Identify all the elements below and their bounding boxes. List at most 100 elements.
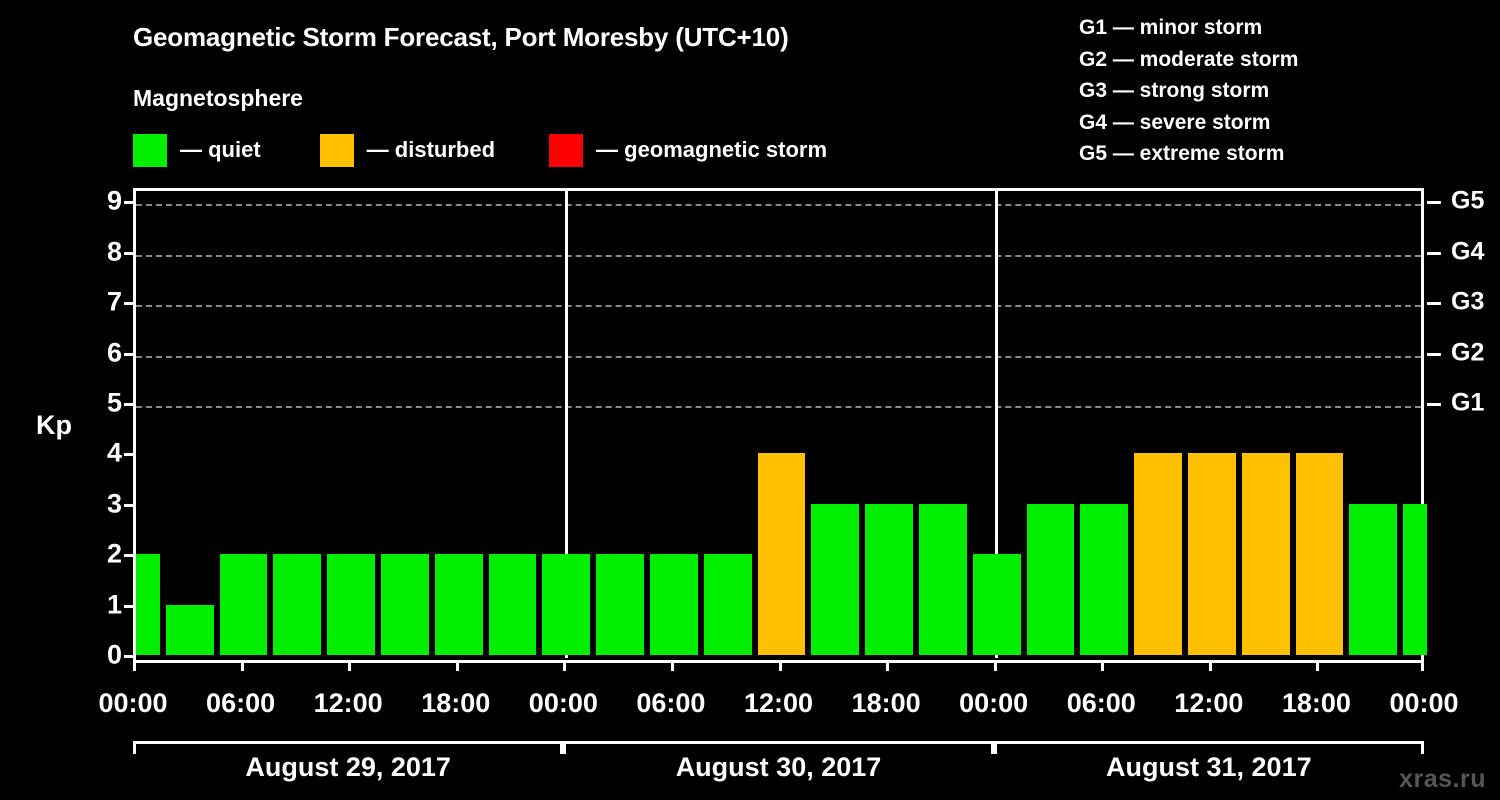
y-axis: 0 1 2 3 4 5 6 7 8 9 bbox=[50, 185, 136, 668]
gridline-kp-6 bbox=[136, 355, 1421, 358]
x-axis-ticks bbox=[133, 660, 1424, 672]
bar bbox=[703, 554, 752, 655]
x-tick-mark-10 bbox=[1208, 660, 1212, 671]
date-label-0: August 29, 2017 bbox=[245, 752, 451, 782]
date-label-2: August 31, 2017 bbox=[1106, 752, 1312, 782]
y-tick-mark-4 bbox=[124, 453, 136, 457]
legend: — quiet — disturbed — geomagnetic storm bbox=[133, 133, 827, 167]
g-tick-label-G2: G2 bbox=[1451, 338, 1485, 367]
x-tick-label-1: 06:00 bbox=[206, 688, 276, 718]
y-tick-mark-3 bbox=[124, 503, 136, 507]
bar bbox=[596, 554, 644, 655]
day-divider-2 bbox=[995, 191, 999, 658]
x-tick-label-4: 00:00 bbox=[528, 688, 598, 718]
legend-label-storm: — geomagnetic storm bbox=[596, 137, 828, 162]
gridline-kp-8 bbox=[136, 254, 1421, 257]
bar bbox=[434, 554, 483, 655]
g-tick-mark-G5 bbox=[1427, 201, 1441, 205]
y-tick-label-2: 2 bbox=[106, 538, 122, 569]
bar bbox=[757, 453, 806, 655]
date-brackets bbox=[133, 741, 1424, 755]
g-tick-label-G4: G4 bbox=[1451, 237, 1485, 266]
g-tick-label-G3: G3 bbox=[1451, 287, 1485, 316]
legend-heading: Magnetosphere bbox=[133, 85, 303, 111]
gridline-kp-9 bbox=[136, 204, 1421, 207]
plot-area bbox=[133, 188, 1427, 660]
y-tick-label-0: 0 bbox=[106, 639, 122, 670]
g-scale-row-4: G4 — severe storm bbox=[1079, 110, 1271, 134]
x-tick-mark-0 bbox=[133, 660, 136, 671]
bar bbox=[1080, 503, 1129, 655]
x-tick-label-6: 12:00 bbox=[743, 688, 814, 718]
y-tick-label-3: 3 bbox=[106, 488, 122, 519]
x-tick-label-10: 12:00 bbox=[1174, 688, 1244, 718]
bar bbox=[865, 503, 913, 655]
y-tick-label-8: 8 bbox=[106, 236, 122, 267]
page-title: Geomagnetic Storm Forecast, Port Moresby… bbox=[133, 22, 789, 52]
x-tick-label-11: 18:00 bbox=[1281, 688, 1351, 718]
g-tick-mark-G1 bbox=[1427, 403, 1441, 406]
y-tick-mark-0 bbox=[124, 655, 136, 658]
g-scale-row-1: G1 — minor storm bbox=[1079, 16, 1263, 39]
x-tick-mark-11 bbox=[1316, 660, 1320, 671]
bar bbox=[1403, 503, 1427, 655]
date-bracket-0 bbox=[133, 741, 564, 754]
bar bbox=[136, 554, 160, 655]
bar bbox=[1349, 503, 1398, 655]
bar bbox=[381, 554, 429, 655]
g-tick-mark-G3 bbox=[1427, 302, 1441, 306]
legend-swatch-quiet-icon bbox=[133, 133, 167, 167]
day-divider-1 bbox=[564, 191, 568, 658]
bar bbox=[918, 503, 967, 655]
legend-label-quiet: — quiet bbox=[180, 137, 261, 162]
y-tick-mark-9 bbox=[124, 201, 136, 205]
bar bbox=[1026, 503, 1075, 655]
x-tick-label-7: 18:00 bbox=[851, 688, 921, 718]
bar bbox=[1134, 453, 1182, 655]
legend-item-quiet: — quiet bbox=[133, 133, 261, 167]
y-tick-label-1: 1 bbox=[106, 589, 122, 620]
legend-label-disturbed: — disturbed bbox=[366, 137, 496, 162]
bar bbox=[811, 503, 860, 655]
date-labels: August 29, 2017 August 30, 2017 August 31,… bbox=[133, 752, 1424, 794]
date-label-1: August 30, 2017 bbox=[675, 752, 882, 782]
y-tick-mark-5 bbox=[124, 403, 136, 406]
y-tick-label-5: 5 bbox=[106, 387, 122, 418]
legend-swatch-disturbed-icon bbox=[319, 133, 354, 167]
y-tick-mark-6 bbox=[124, 352, 136, 356]
g-tick-label-G1: G1 bbox=[1451, 388, 1485, 417]
y-tick-label-6: 6 bbox=[106, 337, 122, 368]
bar bbox=[1187, 453, 1236, 655]
legend-item-disturbed: — disturbed bbox=[319, 133, 496, 167]
g-scale-row-5: G5 — extreme storm bbox=[1079, 142, 1285, 165]
g-tick-mark-G4 bbox=[1427, 251, 1441, 255]
bar bbox=[542, 554, 591, 655]
x-tick-label-2: 12:00 bbox=[313, 688, 383, 718]
bar bbox=[1241, 453, 1290, 655]
g-scale-legend: G1 — minor storm G2 — moderate storm G3 — … bbox=[1079, 12, 1298, 170]
bar bbox=[972, 554, 1021, 655]
bar bbox=[219, 554, 268, 655]
x-tick-label-5: 06:00 bbox=[636, 688, 706, 718]
gridline-kp-7 bbox=[136, 305, 1421, 308]
x-tick-label-0: 00:00 bbox=[98, 688, 168, 718]
legend-swatch-storm-icon bbox=[549, 133, 584, 167]
bar bbox=[650, 554, 698, 655]
x-tick-label-8: 00:00 bbox=[959, 688, 1029, 718]
watermark: xras.ru bbox=[1399, 765, 1486, 793]
x-tick-label-12: 00:00 bbox=[1389, 688, 1459, 718]
bar bbox=[488, 554, 537, 655]
x-tick-mark-1 bbox=[240, 660, 244, 671]
x-tick-mark-3 bbox=[455, 660, 459, 671]
bar-series bbox=[136, 191, 1427, 660]
g-scale-row-2: G2 — moderate storm bbox=[1079, 47, 1299, 71]
y-tick-mark-8 bbox=[124, 251, 136, 255]
x-tick-mark-4 bbox=[563, 660, 567, 671]
x-tick-mark-5 bbox=[670, 660, 674, 671]
date-bracket-1 bbox=[563, 741, 994, 754]
x-tick-mark-8 bbox=[993, 660, 997, 671]
x-tick-mark-9 bbox=[1101, 660, 1105, 671]
y-tick-label-7: 7 bbox=[106, 286, 122, 317]
y-tick-label-9: 9 bbox=[106, 185, 122, 216]
x-axis-labels: 00:00 06:00 12:00 18:00 00:00 06:00 12:00 18:00… bbox=[0, 688, 1500, 728]
